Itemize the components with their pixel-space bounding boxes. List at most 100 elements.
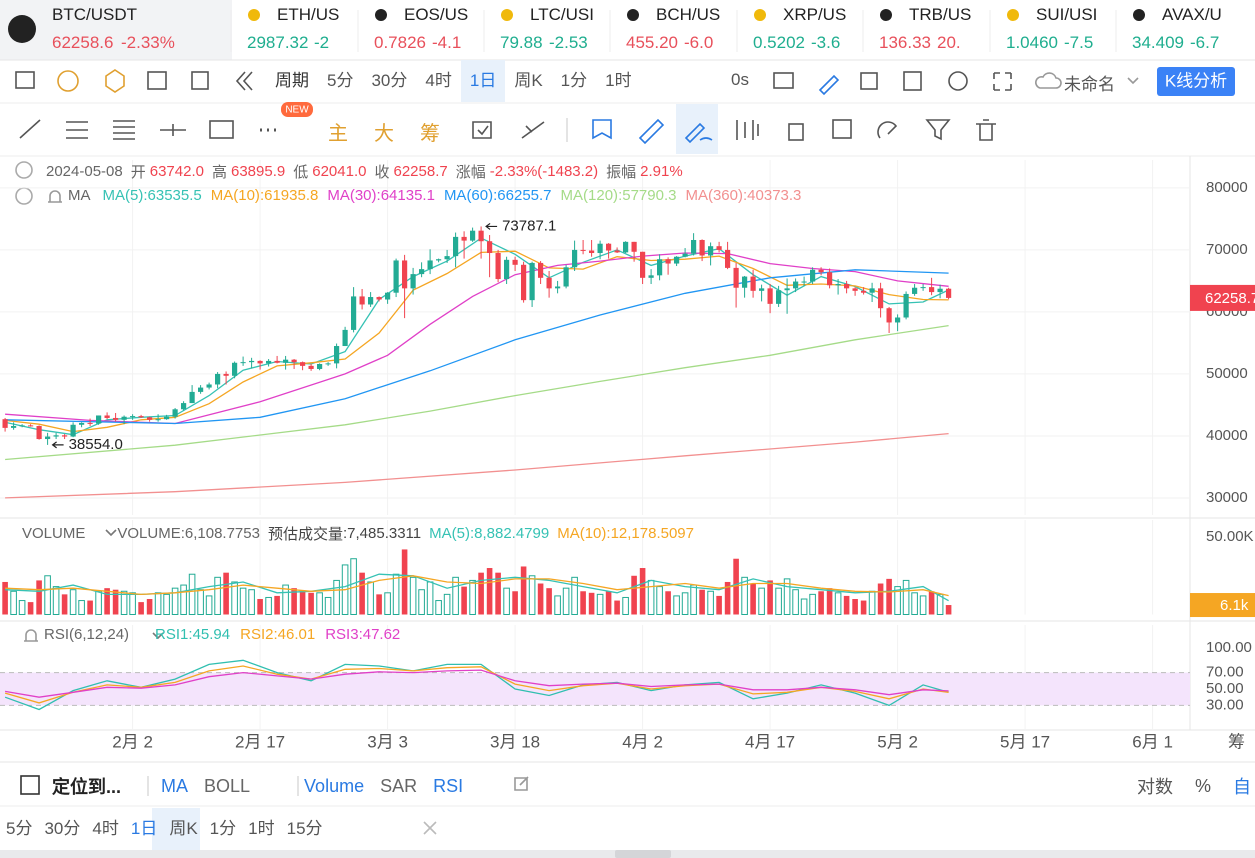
- ticker[interactable]: LTC/USI 79.88 -2.53: [498, 0, 616, 60]
- icon-edit[interactable]: [832, 119, 852, 139]
- icon-delete[interactable]: [976, 119, 996, 141]
- icon-note[interactable]: [860, 72, 878, 90]
- locate-button[interactable]: 定位到...: [52, 777, 122, 797]
- icon-hline[interactable]: [160, 124, 186, 136]
- candle-body: [317, 364, 323, 369]
- period-option[interactable]: 30分: [371, 71, 408, 90]
- ticker[interactable]: ETH/US 2987.32 -2: [245, 0, 363, 60]
- period-option[interactable]: 30分: [44, 819, 81, 838]
- icon-camera[interactable]: [773, 72, 794, 89]
- ticker[interactable]: XRP/US 0.5202 -3.6: [751, 0, 869, 60]
- icon-bell[interactable]: [24, 629, 38, 642]
- indicator-title[interactable]: RSI(6,12,24): [44, 626, 130, 643]
- icon-collapse[interactable]: [15, 187, 33, 205]
- period-option[interactable]: 15分: [286, 819, 323, 838]
- indicator-shortcut[interactable]: 主: [328, 123, 348, 145]
- indicator-line: [5, 269, 949, 425]
- indicator-shortcut[interactable]: 筹: [420, 123, 440, 145]
- icon-magnet[interactable]: [472, 121, 492, 139]
- main-indicator[interactable]: MA: [161, 775, 189, 796]
- sub-indicator[interactable]: Volume: [304, 775, 365, 796]
- ticker[interactable]: SUI/USI 1.0460 -7.5: [1004, 0, 1122, 60]
- axis-option[interactable]: 对数: [1137, 777, 1173, 797]
- layout-name[interactable]: 未命名: [1064, 75, 1115, 94]
- icon-fullscreen[interactable]: [993, 72, 1012, 91]
- icon-bookmark[interactable]: [592, 119, 612, 140]
- ticker[interactable]: AVAX/U 34.409 -6.7: [1130, 0, 1248, 60]
- period-label[interactable]: 周期: [275, 71, 309, 90]
- icon-lock[interactable]: [788, 123, 804, 141]
- icon-candles[interactable]: [736, 120, 759, 140]
- volume-bar: [512, 591, 518, 615]
- sub-indicator[interactable]: RSI: [433, 775, 464, 796]
- icon-chart[interactable]: [15, 71, 35, 89]
- icon-fib[interactable]: [113, 120, 135, 140]
- icon-hex[interactable]: [105, 69, 125, 93]
- icon-bell[interactable]: [48, 190, 62, 203]
- icon-rect[interactable]: [209, 120, 234, 139]
- period-option[interactable]: 1时: [248, 819, 275, 838]
- ticker[interactable]: BTC/USDT 62258.6 -2.33%: [20, 0, 232, 60]
- sub-indicator[interactable]: SAR: [380, 775, 418, 796]
- period-option[interactable]: 1日: [460, 60, 506, 102]
- ticker[interactable]: BCH/US 455.20 -6.0: [624, 0, 742, 60]
- icon-settings[interactable]: [948, 71, 968, 91]
- icon-dropdown[interactable]: [152, 632, 164, 640]
- icon-link[interactable]: [877, 121, 898, 139]
- volume-bar: [528, 575, 536, 616]
- main-indicator[interactable]: BOLL: [204, 775, 251, 796]
- volume-bar: [291, 588, 297, 615]
- period-option[interactable]: 1日: [130, 819, 158, 838]
- period-option[interactable]: 5分: [327, 71, 354, 90]
- period-option[interactable]: 4时: [425, 71, 452, 90]
- volume-bar: [61, 594, 68, 615]
- legend-name: MA(5): [102, 187, 144, 204]
- icon-clock[interactable]: [57, 70, 79, 92]
- volume-bar: [44, 575, 51, 616]
- new-badge: NEW: [285, 105, 309, 116]
- ticker[interactable]: TRB/US 136.33 20.: [877, 0, 995, 60]
- period-option[interactable]: 1时: [605, 71, 632, 90]
- analysis-button[interactable]: [1157, 67, 1235, 96]
- icon-measure[interactable]: [521, 121, 545, 139]
- icon-cloud[interactable]: [1035, 72, 1062, 89]
- period-option[interactable]: 1分: [560, 71, 588, 90]
- volume-bar: [188, 573, 196, 616]
- icon-dropdown[interactable]: [105, 529, 117, 537]
- candle-body: [810, 269, 816, 282]
- volume-legend: VOLUME VOLUME:6,108.7753 预估成交量:7,485.3311 M…: [22, 523, 702, 544]
- axis-option[interactable]: 自: [1233, 777, 1252, 797]
- icon-calendar[interactable]: [147, 71, 167, 90]
- ticker-price: 34.409: [1132, 33, 1184, 52]
- icon-parallel[interactable]: [66, 121, 88, 139]
- icon-collapse[interactable]: [15, 161, 33, 179]
- info-value: 63742.0: [149, 163, 204, 180]
- candle-body: [589, 250, 595, 254]
- period-option[interactable]: 周K: [169, 819, 198, 838]
- period-option[interactable]: 5分: [6, 819, 33, 838]
- icon-locate[interactable]: [20, 775, 40, 795]
- icon-line[interactable]: [19, 119, 41, 139]
- icon-calc[interactable]: [903, 71, 922, 91]
- icon-chevron[interactable]: [1127, 77, 1139, 85]
- period-option[interactable]: 1分: [209, 819, 237, 838]
- analysis-label[interactable]: K线分析: [1165, 71, 1227, 90]
- ticker[interactable]: EOS/US 0.7826 -4.1: [372, 0, 490, 60]
- period-option[interactable]: 4时: [92, 819, 119, 838]
- axis-option[interactable]: %: [1195, 775, 1212, 796]
- icon-edit-indicator[interactable]: [514, 776, 529, 791]
- icon-layout[interactable]: [191, 71, 209, 90]
- indicator-shortcut[interactable]: 大: [374, 123, 394, 145]
- icon-pen[interactable]: [818, 74, 840, 96]
- period-option[interactable]: 周K: [514, 71, 543, 90]
- icon-ruler[interactable]: [638, 118, 665, 145]
- candle-body: [368, 297, 374, 305]
- icon-draw[interactable]: [684, 122, 713, 144]
- volume-bar: [461, 586, 467, 615]
- candle-body: [130, 416, 136, 418]
- volume-title[interactable]: VOLUME: [22, 525, 86, 542]
- icon-close[interactable]: [423, 821, 437, 835]
- icon-rewind[interactable]: [235, 71, 253, 91]
- drag-handle[interactable]: [615, 850, 671, 858]
- icon-filter[interactable]: [925, 119, 951, 141]
